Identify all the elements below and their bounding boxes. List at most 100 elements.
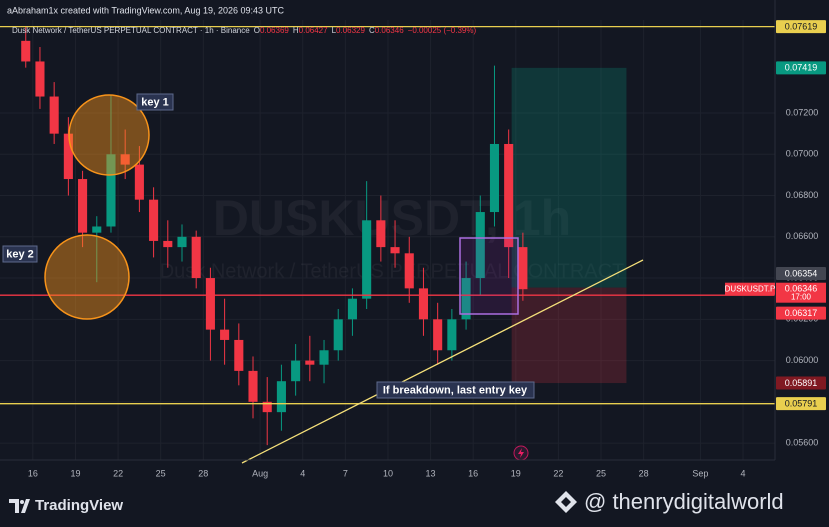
profit-zone — [511, 67, 627, 288]
price-line-label-bg — [776, 20, 826, 34]
entry-label-bg — [776, 267, 826, 281]
legend-value: 0.06329 — [336, 26, 365, 35]
candle-body — [149, 199, 159, 241]
x-tick-label: 25 — [596, 468, 606, 478]
candle-body — [21, 40, 31, 62]
candle-body — [35, 61, 45, 97]
legend-value: 0.06346 — [375, 26, 404, 35]
x-tick-label: 4 — [300, 468, 305, 478]
countdown: 17:00 — [791, 292, 812, 301]
key-circle — [68, 94, 150, 176]
candle-body — [78, 179, 88, 233]
candle-body — [63, 133, 73, 180]
candle-body — [120, 154, 130, 165]
last-price: 0.06346 — [785, 284, 818, 294]
target-label: 0.07419 — [785, 63, 818, 73]
candle-body — [134, 164, 144, 200]
candle-body — [418, 288, 429, 320]
symbol-badge: DUSKUSDT.P — [725, 284, 776, 293]
x-tick-label: 28 — [198, 468, 208, 478]
x-tick-label: Aug — [252, 468, 268, 478]
candle-body — [433, 319, 443, 351]
candle-body — [461, 278, 471, 320]
brand-logo-dot — [20, 500, 24, 504]
x-tick-label: 19 — [511, 468, 521, 478]
candle-body — [220, 329, 230, 340]
plot — [0, 25, 775, 446]
stop-label: 0.05891 — [785, 378, 818, 388]
x-tick-label: 28 — [639, 468, 649, 478]
candle-body — [404, 253, 414, 289]
loss-zone — [511, 287, 627, 384]
zone-rect — [459, 237, 519, 315]
last-price-bg — [776, 282, 826, 303]
y-tick-label: 0.07000 — [786, 149, 819, 159]
candle-body — [262, 401, 272, 413]
x-tick-label: 16 — [28, 468, 38, 478]
price-line-label: 0.05791 — [785, 399, 818, 409]
annotation: If breakdown, last entry key — [383, 384, 528, 396]
candle-body — [475, 212, 485, 279]
brand-logo — [9, 499, 30, 513]
x-tick-label: 16 — [468, 468, 478, 478]
price-line-label-bg — [776, 306, 826, 320]
candle-body — [390, 247, 400, 254]
legend-key: H — [293, 26, 299, 35]
candle-body — [276, 381, 286, 413]
candle-body — [177, 236, 187, 248]
legend-value: 0.06369 — [260, 26, 289, 35]
y-tick-label: 0.05600 — [786, 437, 819, 447]
candle-body — [319, 350, 329, 365]
x-tick-label: 10 — [383, 468, 393, 478]
legend-change: −0.00025 (−0.39%) — [408, 26, 477, 35]
price-line-label: 0.06317 — [785, 308, 818, 318]
target-label-bg — [776, 61, 826, 75]
x-tick-label: 25 — [156, 468, 166, 478]
candle-body — [49, 96, 59, 134]
stop-label-bg — [776, 376, 826, 390]
x-tick-label: 19 — [70, 468, 80, 478]
y-tick-label: 0.06000 — [786, 355, 819, 365]
event-icon-bolt — [518, 448, 524, 458]
candle-body — [291, 360, 301, 382]
watermark-subtitle: Dusk Network / TetherUS PERPETUAL CONTRA… — [160, 260, 625, 282]
candle-body — [205, 278, 215, 330]
candle-body — [106, 154, 116, 227]
legend-key: O — [254, 26, 260, 35]
entry-label: 0.06354 — [785, 268, 818, 278]
candle-body — [333, 319, 343, 351]
candle-body — [347, 298, 357, 320]
legend-value: 0.06427 — [299, 26, 328, 35]
annotation-box — [2, 245, 38, 263]
candle-body — [248, 370, 258, 402]
x-tick-label: 7 — [343, 468, 348, 478]
y-tick-label: 0.06800 — [786, 190, 819, 200]
legend: Dusk Network / TetherUS PERPETUAL CONTRA… — [12, 26, 476, 35]
author-watermark: @ thenrydigitalworld — [584, 489, 784, 514]
footer — [0, 487, 829, 527]
candle-body — [489, 143, 500, 213]
x-tick-label: 4 — [741, 468, 746, 478]
y-tick-label: 0.06600 — [786, 231, 819, 241]
candle-body — [92, 226, 102, 233]
candle-body — [504, 143, 514, 248]
x-tick-label: 13 — [426, 468, 436, 478]
x-tick-label: 22 — [553, 468, 563, 478]
x-tick-label: Sep — [692, 468, 708, 478]
annotation-box — [376, 381, 535, 399]
legend-key: C — [369, 26, 375, 35]
candle-body — [518, 247, 528, 290]
trend-line — [241, 259, 644, 464]
annotation-box — [136, 93, 174, 111]
candle-body — [234, 339, 244, 371]
legend-symbol: Dusk Network / TetherUS PERPETUAL CONTRA… — [12, 26, 250, 35]
watermark-icon — [555, 491, 577, 513]
annotation: key 1 — [141, 96, 169, 108]
candle-body — [163, 240, 173, 248]
candle-body — [362, 220, 372, 299]
y-tick-label: 0.07200 — [786, 107, 819, 117]
candle-body — [376, 220, 386, 248]
symbol-badge-bg — [725, 282, 775, 295]
